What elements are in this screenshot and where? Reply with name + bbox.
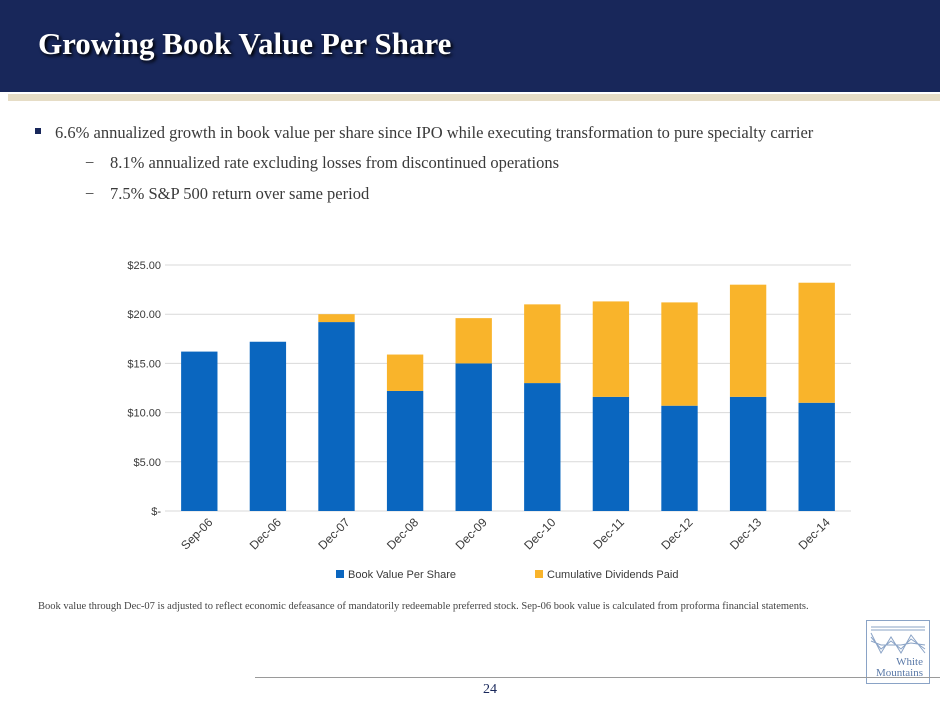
book-value-bar — [524, 383, 561, 511]
sub-bullet-2: − 7.5% S&P 500 return over same period — [85, 184, 369, 204]
sub-bullet-1: − 8.1% annualized rate excluding losses … — [85, 153, 559, 173]
dividends-bar — [729, 284, 767, 397]
accent-divider — [8, 94, 940, 101]
logo-text-2: Mountains — [875, 667, 923, 679]
x-tick-label: Dec-07 — [315, 515, 352, 552]
x-tick-label: Sep-06 — [178, 515, 215, 552]
page-number: 24 — [483, 682, 497, 697]
logo-text-1: White — [896, 656, 923, 668]
slide-title: Growing Book Value Per Share — [38, 26, 452, 61]
title-bar: Growing Book Value Per Share — [0, 0, 940, 92]
x-tick-label: Dec-09 — [453, 515, 490, 552]
x-tick-label: Dec-14 — [796, 515, 833, 552]
book-value-bar — [386, 390, 424, 511]
company-logo: White Mountains — [866, 620, 930, 684]
x-tick-label: Dec-13 — [727, 515, 764, 552]
sub-bullet-1-text: 8.1% annualized rate excluding losses fr… — [110, 153, 560, 172]
x-tick-label: Dec-11 — [590, 515, 627, 552]
dividends-bar — [592, 301, 630, 397]
bullet-main-text: 6.6% annualized growth in book value per… — [55, 123, 814, 142]
x-tick-label: Dec-06 — [247, 515, 284, 552]
book-value-bar — [661, 405, 698, 511]
footer-divider — [255, 677, 940, 678]
dividends-bar — [798, 282, 835, 403]
footnote: Book value through Dec-07 is adjusted to… — [38, 601, 809, 612]
book-value-bar — [729, 396, 767, 511]
legend-label-dividends: Cumulative Dividends Paid — [547, 569, 678, 581]
x-tick-label: Dec-08 — [384, 515, 421, 552]
book-value-bar — [249, 341, 287, 511]
bullet-main: 6.6% annualized growth in book value per… — [35, 123, 813, 143]
y-tick-label: $20.00 — [127, 309, 161, 321]
y-tick-label: $25.00 — [127, 260, 161, 272]
legend-label-book-value: Book Value Per Share — [348, 569, 456, 581]
dividends-bar — [524, 304, 561, 384]
dash-bullet-icon: − — [85, 184, 95, 203]
book-value-bar — [318, 322, 355, 511]
book-value-bar — [455, 363, 492, 511]
legend-swatch-dividends — [535, 570, 543, 578]
y-tick-label: $- — [151, 506, 161, 518]
dividends-bar — [386, 354, 424, 391]
book-value-chart: $- $5.00 $10.00 $15.00 $20.00 $25.00 Sep-06 Dec… — [127, 260, 851, 581]
dividends-bar — [455, 318, 492, 364]
y-tick-label: $15.00 — [127, 358, 161, 370]
legend-swatch-book-value — [336, 570, 344, 578]
book-value-bar — [592, 396, 630, 511]
dividends-bar — [318, 314, 355, 323]
x-tick-label: Dec-10 — [521, 515, 558, 552]
book-value-bar — [181, 351, 218, 511]
square-bullet-icon — [35, 128, 41, 134]
y-tick-label: $5.00 — [133, 457, 161, 469]
dash-bullet-icon: − — [85, 153, 95, 172]
sub-bullet-2-text: 7.5% S&P 500 return over same period — [110, 184, 370, 203]
book-value-bar — [798, 402, 835, 511]
mountains-logo-icon — [870, 626, 926, 655]
dividends-bar — [661, 302, 698, 406]
y-tick-label: $10.00 — [127, 408, 161, 420]
x-tick-label: Dec-12 — [658, 515, 695, 552]
